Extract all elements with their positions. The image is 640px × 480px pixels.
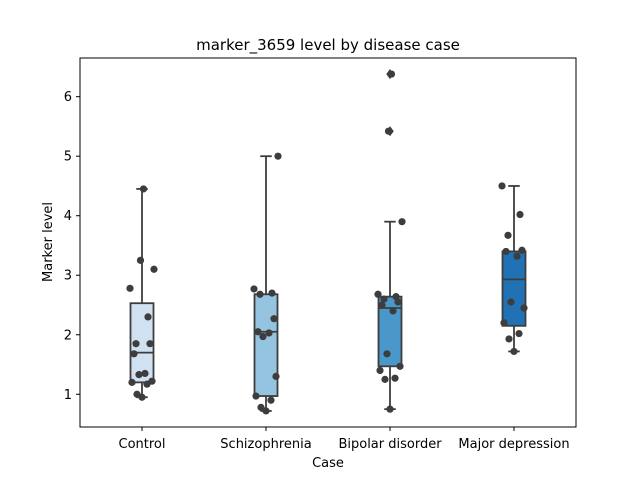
data-point [270, 315, 278, 323]
data-point [252, 392, 260, 400]
data-point [139, 185, 148, 193]
data-point [150, 265, 158, 273]
box-body [129, 302, 155, 384]
x-tick-label: Schizophrenia [220, 437, 311, 452]
points-1 [126, 185, 158, 401]
x-axis-title: Case [312, 456, 344, 471]
data-point [254, 328, 262, 336]
data-point [268, 289, 276, 297]
data-point [259, 332, 267, 341]
data-point [376, 366, 384, 375]
data-point [144, 313, 152, 321]
data-point [387, 70, 396, 78]
data-point [500, 319, 508, 327]
data-point [505, 335, 513, 343]
plot-area [126, 69, 528, 415]
y-axis-title: Marker level [41, 202, 56, 282]
data-point [262, 407, 270, 415]
data-point [250, 285, 258, 293]
points-4 [498, 182, 528, 356]
y-tick-label: 4 [64, 209, 72, 224]
data-point [126, 284, 134, 292]
data-point [502, 247, 510, 256]
data-point [274, 152, 282, 160]
data-point [374, 290, 382, 298]
data-point [133, 390, 141, 398]
y-tick-label: 5 [64, 150, 72, 165]
x-tick-label: Bipolar disorder [338, 437, 442, 452]
data-point [146, 340, 154, 348]
data-point [257, 403, 265, 411]
data-point [265, 329, 273, 337]
data-point [383, 350, 391, 358]
box-body [501, 250, 527, 327]
data-point [392, 293, 400, 301]
data-point [132, 340, 140, 348]
y-tick-label: 2 [64, 328, 72, 343]
y-tick-label: 3 [64, 269, 72, 284]
data-point [272, 372, 280, 381]
data-point [498, 182, 506, 190]
data-point [148, 377, 156, 385]
data-point [518, 246, 526, 254]
data-point [267, 396, 275, 404]
data-point [510, 347, 518, 356]
data-point [396, 362, 404, 370]
data-point [504, 231, 512, 239]
data-point [513, 252, 521, 260]
box-2 [253, 155, 279, 412]
points-3 [374, 70, 406, 413]
data-point [398, 218, 406, 226]
data-point [389, 307, 397, 315]
data-point [386, 405, 394, 413]
data-point [515, 329, 523, 338]
box-body [377, 295, 403, 368]
data-point [381, 375, 389, 383]
x-axis: Control Schizophrenia Bipolar disorder Majo… [119, 427, 570, 452]
data-point [520, 304, 528, 312]
data-point [391, 374, 399, 382]
data-point [256, 290, 264, 298]
data-point [136, 256, 145, 264]
y-tick-label: 6 [64, 90, 72, 105]
data-point [378, 301, 386, 309]
data-point [380, 295, 388, 303]
points-2 [250, 152, 282, 415]
y-tick-label: 1 [64, 388, 72, 403]
data-point [130, 350, 138, 358]
data-point [507, 298, 515, 306]
box-body [253, 293, 279, 397]
plot-frame [79, 57, 577, 428]
box-1 [129, 188, 155, 399]
chart-title: marker_3659 level by disease case [196, 36, 460, 55]
box-4 [501, 185, 527, 353]
box-3 [377, 69, 403, 411]
data-point [516, 210, 524, 219]
y-axis: 1 2 3 4 5 6 [64, 90, 80, 403]
x-tick-label: Major depression [458, 437, 569, 452]
x-tick-label: Control [119, 437, 166, 452]
data-point [141, 369, 149, 378]
data-point [128, 378, 136, 386]
data-point [135, 371, 143, 379]
data-point [384, 127, 393, 135]
